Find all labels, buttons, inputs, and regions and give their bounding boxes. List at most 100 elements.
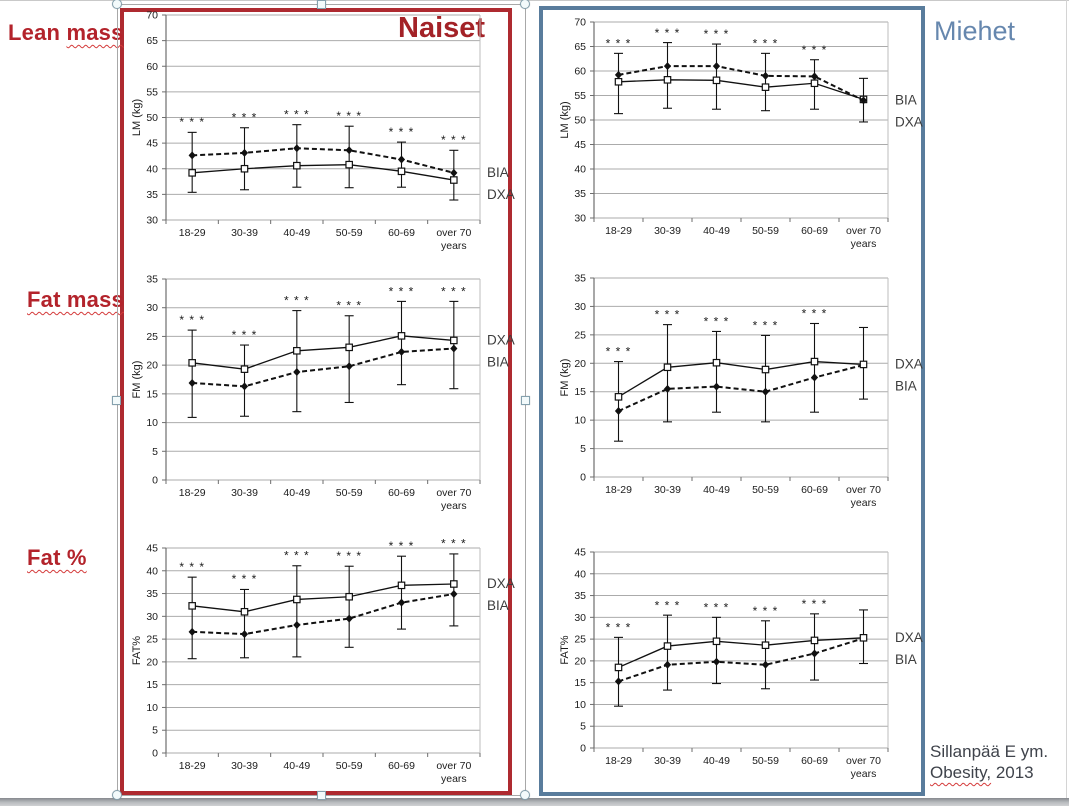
selection-handle-bottom-right[interactable] bbox=[520, 790, 530, 800]
series-label-dxa: DXA bbox=[487, 332, 515, 347]
series-label-bia: BIA bbox=[895, 378, 917, 393]
y-tick-label: 60 bbox=[574, 66, 586, 78]
selection-handle-middle-left[interactable] bbox=[112, 396, 121, 405]
y-tick-label: 40 bbox=[146, 565, 158, 577]
x-tick-label: over 70 bbox=[436, 760, 471, 772]
x-tick-label-line2: years bbox=[441, 500, 467, 512]
chart-naiset-fat-mass[interactable]: 0 5 10 15 20 25 30 35 FM (kg) * * * * * * * * * * * … bbox=[128, 271, 520, 521]
row-label-fat-mass: Fat mass bbox=[27, 287, 124, 313]
chart-miehet-fat-pct[interactable]: 0 5 10 15 20 25 30 35 40 45 FAT% * * * * * * * * * * *… bbox=[556, 545, 934, 789]
series-label-bia: BIA bbox=[895, 652, 917, 667]
chart-miehet-lean-mass[interactable]: 30 35 40 45 50 55 60 65 70 LM (kg) * * * * * * * * *… bbox=[556, 16, 934, 258]
row-label-lean-wavy: mass bbox=[66, 20, 124, 45]
x-tick-label: 40-49 bbox=[703, 225, 730, 237]
x-tick-label: over 70 bbox=[436, 227, 471, 239]
y-axis-title: FAT% bbox=[131, 636, 143, 665]
significance-stars: * * * bbox=[389, 125, 415, 139]
significance-stars: * * * bbox=[753, 37, 779, 51]
y-tick-label: 45 bbox=[146, 543, 158, 555]
selection-handle-top-right[interactable] bbox=[520, 0, 530, 9]
series-label-dxa: DXA bbox=[895, 114, 923, 129]
significance-stars: * * * bbox=[704, 601, 730, 615]
significance-stars: * * * bbox=[802, 43, 828, 57]
x-tick-label: 30-39 bbox=[654, 225, 681, 237]
x-tick-label: 18-29 bbox=[179, 487, 206, 499]
y-tick-label: 35 bbox=[574, 273, 586, 285]
citation-obesity: Obesity, bbox=[930, 763, 992, 782]
y-tick-label: 50 bbox=[146, 112, 158, 124]
citation-line1: Sillanpää E ym. bbox=[930, 742, 1049, 761]
significance-stars: * * * bbox=[655, 26, 681, 40]
y-tick-label: 10 bbox=[146, 417, 158, 429]
y-axis-title: FM (kg) bbox=[131, 361, 143, 399]
significance-stars: * * * bbox=[232, 572, 258, 586]
y-tick-label: 50 bbox=[574, 115, 586, 127]
x-tick-label: 40-49 bbox=[283, 487, 310, 499]
miehet-group-box[interactable] bbox=[539, 6, 925, 796]
chart-naiset-fat-pct[interactable]: 0 5 10 15 20 25 30 35 40 45 FAT% * * * * * * * * * * *… bbox=[128, 537, 520, 793]
significance-stars: * * * bbox=[232, 328, 258, 342]
x-tick-label: 30-39 bbox=[231, 487, 258, 499]
significance-stars: * * * bbox=[389, 284, 415, 298]
panel-title-miehet[interactable]: Miehet bbox=[934, 16, 1016, 46]
y-tick-label: 0 bbox=[580, 472, 586, 484]
x-tick-label: 60-69 bbox=[388, 487, 415, 499]
selection-handle-top-left[interactable] bbox=[112, 0, 122, 9]
y-tick-label: 40 bbox=[574, 568, 586, 580]
x-tick-label: 60-69 bbox=[801, 755, 828, 767]
significance-stars: * * * bbox=[753, 604, 779, 618]
y-tick-label: 30 bbox=[146, 215, 158, 227]
x-tick-label: 50-59 bbox=[752, 484, 779, 496]
significance-stars: * * * bbox=[655, 308, 681, 322]
selection-handle-top-center[interactable] bbox=[317, 0, 326, 9]
y-tick-label: 25 bbox=[146, 331, 158, 343]
row-label-lean-plain: Lean bbox=[8, 20, 67, 45]
chart-naiset-lean-mass[interactable]: 30 35 40 45 50 55 60 65 70 LM (kg) * * * * * * * * *… bbox=[128, 9, 520, 261]
y-axis-title: FAT% bbox=[559, 635, 571, 664]
selection-handle-bottom-center[interactable] bbox=[317, 791, 326, 800]
significance-stars: * * * bbox=[441, 133, 467, 147]
significance-stars: * * * bbox=[802, 307, 828, 321]
y-tick-label: 5 bbox=[152, 725, 158, 737]
chart-svg-miehet-fat-pct: 0 5 10 15 20 25 30 35 40 45 FAT% * * * * * * * * * * *… bbox=[559, 547, 923, 781]
significance-stars: * * * bbox=[389, 539, 415, 553]
y-tick-label: 5 bbox=[580, 721, 586, 733]
y-tick-label: 10 bbox=[574, 415, 586, 427]
y-tick-label: 20 bbox=[146, 656, 158, 668]
y-tick-label: 35 bbox=[146, 274, 158, 286]
y-axis-title: LM (kg) bbox=[559, 101, 571, 138]
y-tick-label: 40 bbox=[146, 163, 158, 175]
x-tick-label: 40-49 bbox=[283, 227, 310, 239]
y-tick-label: 0 bbox=[580, 743, 586, 755]
significance-stars: * * * bbox=[606, 621, 632, 635]
x-tick-label: 60-69 bbox=[801, 225, 828, 237]
x-tick-label-line2: years bbox=[441, 240, 467, 252]
y-tick-label: 70 bbox=[574, 17, 586, 29]
naiset-group-box[interactable] bbox=[120, 8, 512, 795]
panel-title-naiset[interactable]: Naiset bbox=[398, 12, 486, 44]
x-tick-label: 60-69 bbox=[388, 227, 415, 239]
y-tick-label: 0 bbox=[152, 475, 158, 487]
y-tick-label: 45 bbox=[146, 138, 158, 150]
y-tick-label: 30 bbox=[574, 612, 586, 624]
x-tick-label: over 70 bbox=[436, 487, 471, 499]
y-tick-label: 35 bbox=[146, 588, 158, 600]
x-tick-label: 30-39 bbox=[231, 760, 258, 772]
y-tick-label: 25 bbox=[574, 329, 586, 341]
y-tick-label: 40 bbox=[574, 164, 586, 176]
selection-handle-bottom-left[interactable] bbox=[112, 790, 122, 800]
significance-stars: * * * bbox=[606, 37, 632, 51]
significance-stars: * * * bbox=[284, 549, 310, 563]
x-tick-label: 50-59 bbox=[336, 760, 363, 772]
chart-miehet-fat-mass[interactable]: 0 5 10 15 20 25 30 35 FM (kg) * * * * * * * * * * * … bbox=[556, 272, 934, 518]
x-tick-label: over 70 bbox=[846, 225, 881, 237]
series-label-dxa: DXA bbox=[895, 356, 923, 371]
x-tick-label: 18-29 bbox=[605, 484, 632, 496]
y-tick-label: 0 bbox=[152, 748, 158, 760]
y-tick-label: 60 bbox=[146, 61, 158, 73]
y-tick-label: 35 bbox=[574, 590, 586, 602]
chart-svg-naiset-lean-mass: 30 35 40 45 50 55 60 65 70 LM (kg) * * * * * * * * *… bbox=[131, 10, 515, 253]
citation-year: 2013 bbox=[991, 763, 1034, 782]
x-tick-label: 50-59 bbox=[336, 227, 363, 239]
selection-handle-middle-right[interactable] bbox=[521, 396, 530, 405]
